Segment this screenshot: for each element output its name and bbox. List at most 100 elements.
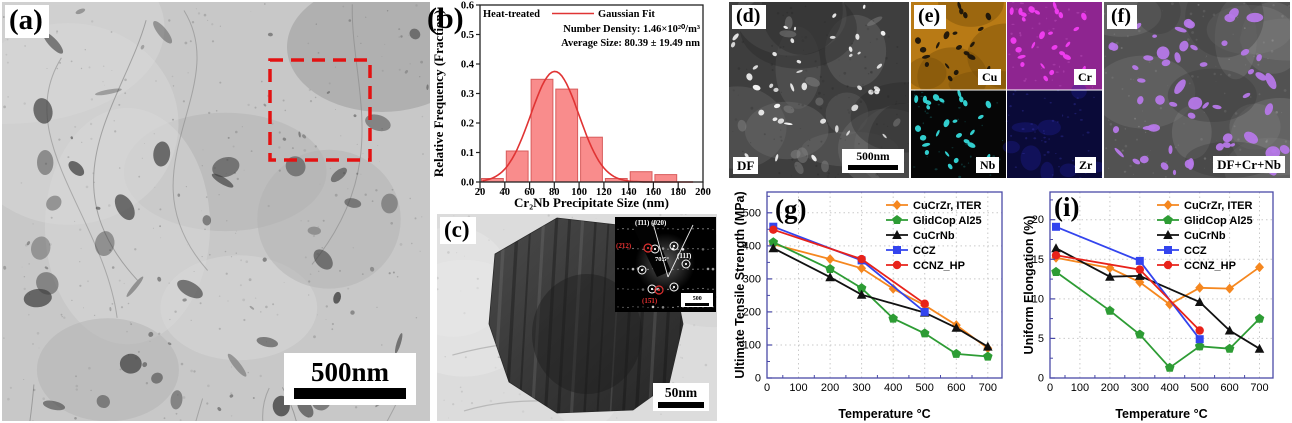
svg-text:Heat-treated: Heat-treated <box>483 9 540 20</box>
panel-b-histogram-chart: 20 40 60 80 100 120 140 160 180 200 0.0 0.1 0.2 0.3 0.… <box>432 0 724 212</box>
svg-text:CuCrNb: CuCrNb <box>913 230 955 242</box>
svg-text:200: 200 <box>695 187 711 198</box>
svg-text:0: 0 <box>755 373 761 385</box>
svg-text:200: 200 <box>743 306 761 318</box>
svg-text:500: 500 <box>743 207 761 219</box>
panel-f-mode-tag: DF+Cr+Nb <box>1213 156 1285 173</box>
panel-a-tem-image: (a) 500nm <box>2 2 430 421</box>
scale-bar-text: 50nm <box>664 385 698 401</box>
svg-text:0.4: 0.4 <box>461 60 475 71</box>
scale-bar-line <box>848 165 898 171</box>
svg-text:CuCrZr, ITER: CuCrZr, ITER <box>913 200 982 212</box>
svg-text:40: 40 <box>500 187 511 198</box>
panel-a-scale-bar: 500nm <box>284 353 416 405</box>
svg-text:600: 600 <box>947 382 965 394</box>
svg-text:100: 100 <box>789 382 807 394</box>
inset-scale-text: 500 <box>692 294 702 301</box>
svg-text:10: 10 <box>1032 293 1044 305</box>
eds-map-label-cr: Cr <box>1074 69 1096 85</box>
svg-text:0: 0 <box>764 382 770 394</box>
svg-text:300: 300 <box>1131 382 1149 394</box>
panel-b-label: (b) <box>427 2 464 35</box>
tem-micrograph-decor <box>2 2 430 421</box>
svg-text:CCNZ_HP: CCNZ_HP <box>913 260 965 272</box>
svg-text:20: 20 <box>1032 214 1044 226</box>
svg-text:20: 20 <box>475 187 486 198</box>
svg-text:CuCrZr, ITER: CuCrZr, ITER <box>1184 200 1253 212</box>
chart-plot: 20 40 60 80 100 120 140 160 180 200 0.0 0.1 0.2 0.3 0.… <box>432 1 711 211</box>
chart-plot: 0 100 200 300 400 500 600 700 0 5 10 15 20 Temperatur… <box>1022 191 1274 421</box>
svg-text:400: 400 <box>743 240 761 252</box>
svg-text:120: 120 <box>596 187 612 198</box>
panel-e-eds-maps: (e) Cu Cr Nb Zr <box>911 2 1102 178</box>
scale-bar-text: 500nm <box>310 357 389 387</box>
svg-text:GlidCop Al25: GlidCop Al25 <box>1184 215 1253 227</box>
panel-g-label: (g) <box>775 194 807 224</box>
svg-text:80: 80 <box>549 187 560 198</box>
svg-text:0.1: 0.1 <box>461 148 474 159</box>
inset-plane-labels-top: (1̄11) (020) <box>635 219 667 227</box>
svg-text:140: 140 <box>621 187 637 198</box>
svg-text:CCZ: CCZ <box>913 245 936 257</box>
overlay-micrograph-decor <box>1104 2 1290 178</box>
panel-g-uts-chart: 0 100 200 300 400 500 600 700 0 100 200 300 400 500 Te… <box>733 180 1033 423</box>
svg-text:Relative Frequency (Fraction): Relative Frequency (Fraction) <box>432 10 446 177</box>
svg-text:300: 300 <box>852 382 870 394</box>
panel-c-scale-bar: 50nm <box>653 383 709 411</box>
svg-text:Gaussian Fit: Gaussian Fit <box>598 9 655 20</box>
eds-map-label-cu: Cu <box>978 69 1002 85</box>
svg-text:GlidCop Al25: GlidCop Al25 <box>913 215 982 227</box>
eds-map-label-zr: Zr <box>1075 157 1097 173</box>
svg-text:500: 500 <box>1191 382 1209 394</box>
svg-text:100: 100 <box>743 340 761 352</box>
panel-e-label: (e) <box>914 5 947 29</box>
svg-text:Number Density: 1.46×10²⁰/m³: Number Density: 1.46×10²⁰/m³ <box>563 23 700 35</box>
svg-text:CCZ: CCZ <box>1184 245 1207 257</box>
panel-i-label: (i) <box>1054 192 1080 222</box>
panel-f-label: (f) <box>1107 5 1137 29</box>
svg-text:CCNZ_HP: CCNZ_HP <box>1184 260 1236 272</box>
eds-maps-decor <box>911 2 1102 178</box>
svg-text:Temperature °C: Temperature °C <box>1115 407 1207 421</box>
svg-text:15: 15 <box>1032 254 1044 266</box>
scale-bar-line <box>658 401 704 408</box>
svg-text:Uniform Elongation (%): Uniform Elongation (%) <box>1022 216 1036 355</box>
svg-text:5: 5 <box>1038 333 1044 345</box>
svg-text:100: 100 <box>1071 382 1089 394</box>
panel-d-scale-bar: 500nm <box>842 149 904 173</box>
svg-text:160: 160 <box>646 187 662 198</box>
svg-text:Temperature °C: Temperature °C <box>838 407 930 421</box>
diffraction-pattern-decor <box>615 217 716 312</box>
panel-d-mode-tag: DF <box>733 157 759 174</box>
inset-scale-bar: 500 <box>681 293 713 307</box>
svg-text:Average Size: 80.39 ± 19.49 nm: Average Size: 80.39 ± 19.49 nm <box>561 38 700 49</box>
scale-bar-line <box>294 388 406 399</box>
panel-i-elongation-chart: 0 100 200 300 400 500 600 700 0 5 10 15 20 Temperatur… <box>1022 180 1292 423</box>
svg-text:0.5: 0.5 <box>461 30 474 41</box>
svg-text:0.3: 0.3 <box>461 89 474 100</box>
svg-text:700: 700 <box>979 382 997 394</box>
inset-plane-label-right: (111̄) <box>677 252 692 260</box>
svg-text:0.6: 0.6 <box>461 1 474 12</box>
svg-text:0: 0 <box>1047 382 1053 394</box>
svg-text:400: 400 <box>1161 382 1179 394</box>
panel-f-overlay-image: (f) DF+Cr+Nb <box>1104 2 1290 178</box>
svg-text:0.2: 0.2 <box>461 119 474 130</box>
svg-text:300: 300 <box>743 273 761 285</box>
chart-plot: 0 100 200 300 400 500 600 700 0 100 200 300 400 500 Te… <box>733 191 1003 421</box>
inset-angle-label: 70.5° <box>655 256 669 263</box>
svg-text:600: 600 <box>1220 382 1238 394</box>
panel-c-label: (c) <box>440 217 476 244</box>
inset-plane-label-left: (2̄12) <box>616 242 632 250</box>
svg-text:700: 700 <box>1250 382 1268 394</box>
svg-text:200: 200 <box>1101 382 1119 394</box>
panel-d-darkfield-image: (d) DF 500nm <box>729 2 909 178</box>
svg-text:0.0: 0.0 <box>461 178 474 189</box>
inset-scale-line <box>685 302 709 306</box>
svg-text:Cr₂Nb Precipitate Size (nm): Cr₂Nb Precipitate Size (nm) <box>514 195 669 210</box>
panel-d-label: (d) <box>732 5 767 29</box>
scale-bar-text: 500nm <box>856 150 890 163</box>
svg-text:100: 100 <box>571 187 587 198</box>
svg-text:CuCrNb: CuCrNb <box>1184 230 1226 242</box>
svg-text:60: 60 <box>524 187 535 198</box>
